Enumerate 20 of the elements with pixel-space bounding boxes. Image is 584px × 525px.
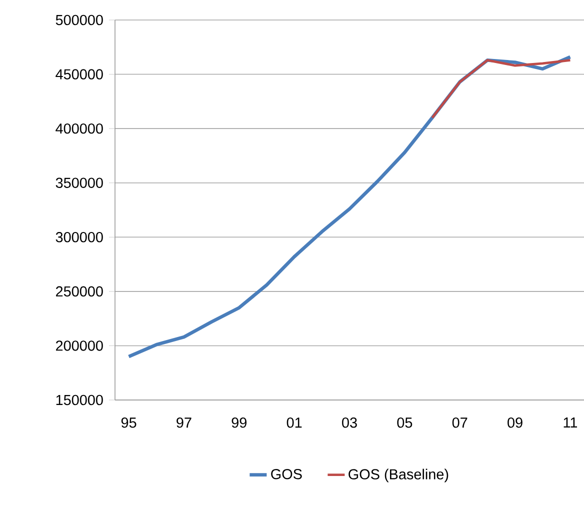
x-tick-label: 09 (508, 418, 522, 428)
x-tick-label: 05 (397, 418, 412, 428)
y-tick-label: 300000 (56, 232, 103, 242)
y-tick-label: 400000 (56, 123, 103, 134)
y-tick-label: 200000 (56, 340, 103, 351)
x-tick-label: 97 (176, 418, 192, 428)
y-tick-label: 500000 (56, 14, 103, 26)
x-tick-label: 01 (286, 418, 302, 428)
legend-label: GOS (Baseline) (348, 468, 448, 482)
y-tick-label: 450000 (56, 69, 103, 80)
legend-label: GOS (271, 468, 302, 480)
y-tick-label: 250000 (56, 286, 103, 297)
x-tick-label: 99 (232, 418, 247, 428)
y-tick-label: 150000 (56, 394, 103, 406)
x-tick-label: 11 (564, 418, 578, 428)
y-tick-label: 350000 (56, 178, 103, 188)
x-tick-label: 07 (452, 418, 468, 428)
line-series (431, 58, 572, 119)
x-tick-label: 95 (121, 418, 136, 428)
x-tick-label: 03 (342, 418, 357, 428)
